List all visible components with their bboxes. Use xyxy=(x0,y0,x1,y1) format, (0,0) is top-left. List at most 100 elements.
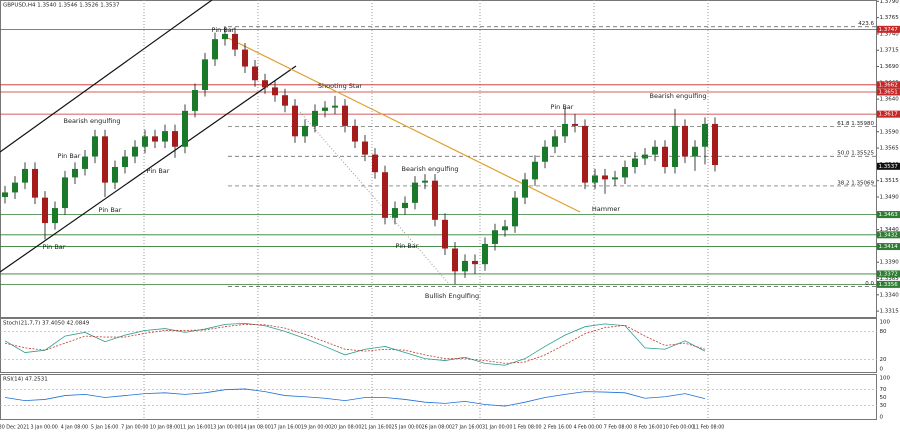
x-tick-label: 21 Jan 16:00 xyxy=(361,425,391,431)
x-tick-label: 7 Jan 00:00 xyxy=(121,425,148,431)
y-tick-label: 0 xyxy=(880,415,884,421)
annotation: Pin Bar xyxy=(43,243,66,251)
x-tick-label: 10 Jan 08:00 xyxy=(150,425,180,431)
y-tick-label: 30 xyxy=(880,403,887,409)
candle-body xyxy=(532,161,538,180)
candle-body xyxy=(2,192,8,197)
candle-body xyxy=(652,146,658,155)
level-box xyxy=(877,25,900,33)
candle-body xyxy=(482,243,488,265)
y-tick-label: 70 xyxy=(880,387,887,393)
candle-body xyxy=(702,123,708,147)
y-tick-label: 20 xyxy=(880,357,887,363)
level-box xyxy=(877,81,900,89)
x-tick-label: 25 Jan 00:00 xyxy=(391,425,421,431)
stoch-title: Stoch(21,7,7) 37.4050 42.0849 xyxy=(3,321,90,327)
x-tick-label: 19 Jan 00:00 xyxy=(301,425,331,431)
candle-body xyxy=(322,107,328,111)
candle-body xyxy=(492,230,498,244)
last-price: 1.3537 xyxy=(879,164,899,170)
candle-body xyxy=(342,105,348,126)
candle-body xyxy=(692,146,698,157)
y-tick-label: 1.3765 xyxy=(880,15,900,21)
x-tick-label: 10 Feb 00:00 xyxy=(663,425,694,431)
y-tick-label: 0 xyxy=(880,367,884,373)
candle-body xyxy=(562,123,568,137)
candle-body xyxy=(662,146,668,167)
annotation: Pin Bar xyxy=(58,152,81,160)
candle-body xyxy=(102,136,108,183)
level-box xyxy=(877,211,900,219)
candle-body xyxy=(132,146,138,157)
x-tick-label: 26 Jan 08:00 xyxy=(422,425,452,431)
candle-body xyxy=(542,146,548,162)
y-tick-label: 1.3740 xyxy=(880,31,900,37)
fib-label: 61.8 1.35980 xyxy=(837,121,874,127)
level-label: 1.3651 xyxy=(879,89,898,95)
annotation: Bearish engulfing xyxy=(63,117,120,125)
candle-body xyxy=(82,156,88,169)
candle-body xyxy=(502,226,508,231)
candle-body xyxy=(22,168,28,183)
candle-body xyxy=(92,136,98,157)
rsi-line xyxy=(4,388,706,407)
annotation: Bearish engulfing xyxy=(649,92,706,100)
level-box xyxy=(877,110,900,118)
candle-body xyxy=(382,172,388,218)
fib-line xyxy=(299,111,451,286)
annotation: Pin Bar xyxy=(99,206,122,214)
y-tick-label: 1.3490 xyxy=(880,194,900,200)
y-tick-label: 1.3790 xyxy=(880,0,900,5)
x-tick-label: 11 Jan 16:00 xyxy=(180,425,210,431)
fib-label: 50.0 1.35525 xyxy=(837,151,874,157)
x-tick-label: 17 Jan 16:00 xyxy=(271,425,301,431)
candle-body xyxy=(582,125,588,183)
rsi-panel xyxy=(0,374,877,420)
candle-body xyxy=(462,260,468,272)
candle-body xyxy=(292,105,298,137)
candle-body xyxy=(362,141,368,155)
annotation: Bullish Engulfing xyxy=(425,292,479,300)
y-tick-label: 1.3590 xyxy=(880,129,900,135)
stoch-panel xyxy=(0,318,877,373)
candle-body xyxy=(72,168,78,178)
annotation: Hammer xyxy=(592,205,621,213)
x-tick-label: 27 Jan 16:00 xyxy=(452,425,482,431)
y-tick-label: 1.3715 xyxy=(880,48,900,54)
candle-body xyxy=(592,175,598,183)
candle-body xyxy=(392,208,398,218)
candle-body xyxy=(202,59,208,91)
candle-body xyxy=(12,182,18,193)
fib-label: 0.0 xyxy=(865,281,874,287)
candle-body xyxy=(522,179,528,198)
x-tick-label: 11 Feb 08:00 xyxy=(693,425,724,431)
candle-body xyxy=(672,125,678,167)
y-tick-label: 1.3340 xyxy=(880,292,900,298)
y-tick-label: 50 xyxy=(880,395,887,401)
channel-line xyxy=(0,0,213,153)
candle-body xyxy=(642,154,648,159)
level-label: 1.3662 xyxy=(879,82,898,88)
candle-body xyxy=(452,248,458,272)
fib-label: 38.2 1.35069 xyxy=(837,180,874,186)
candle-body xyxy=(262,80,268,88)
y-tick-label: 100 xyxy=(880,320,891,326)
candle-body xyxy=(632,158,638,167)
annotation: Pin Bar xyxy=(212,26,235,34)
y-tick-label: 1.3515 xyxy=(880,178,900,184)
x-tick-label: 2 Feb 16:00 xyxy=(543,425,571,431)
level-box xyxy=(877,231,900,239)
candle-body xyxy=(422,180,428,183)
annotation: Pin Bar xyxy=(147,167,170,175)
annotation: Pin Bar xyxy=(551,103,574,111)
level-label: 1.3356 xyxy=(879,282,899,288)
candle-body xyxy=(122,156,128,167)
x-tick-label: 7 Feb 08:00 xyxy=(604,425,632,431)
level-box xyxy=(877,280,900,288)
annotation: Pin Bar xyxy=(396,242,419,250)
candle-body xyxy=(52,208,58,224)
last-price-box xyxy=(877,162,900,170)
y-tick-label: 1.3315 xyxy=(880,309,900,315)
